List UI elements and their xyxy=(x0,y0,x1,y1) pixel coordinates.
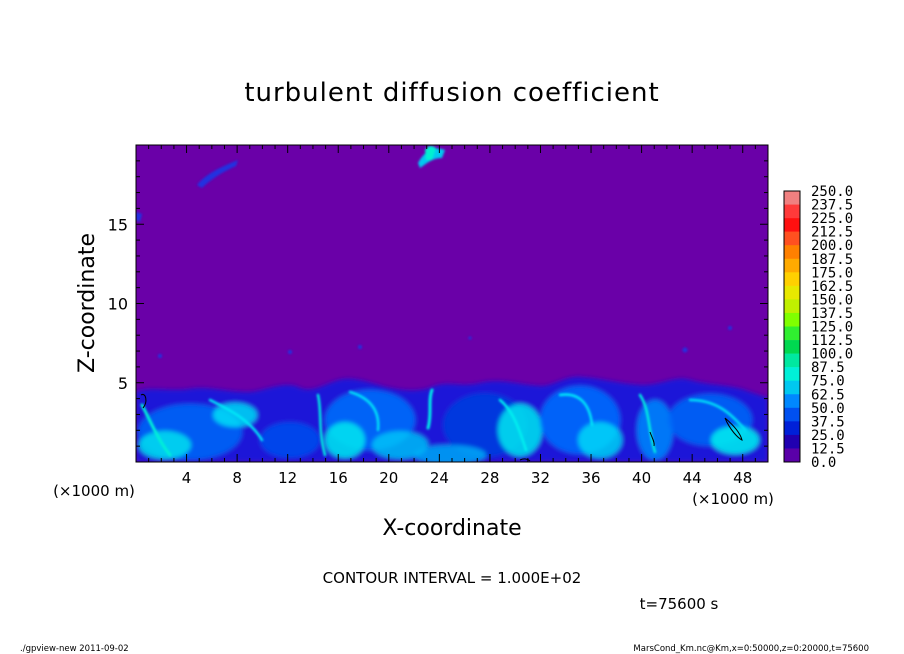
fine-structure xyxy=(140,388,747,457)
eddy xyxy=(414,445,486,462)
colorbar-swatch xyxy=(784,312,800,327)
contour-interval-text: CONTOUR INTERVAL = 1.000E+02 xyxy=(323,569,582,587)
x-tick-label: 24 xyxy=(430,469,449,487)
x-tick-label: 40 xyxy=(632,469,651,487)
y-tick-label: 15 xyxy=(108,215,128,234)
x-tick-label: 28 xyxy=(480,469,499,487)
eddy xyxy=(260,422,320,458)
footer-right: MarsCond_Km.nc@Km,x=0:50000,z=0:20000,t=… xyxy=(633,644,869,654)
colorbar-label: 37.5 xyxy=(811,414,845,430)
colorbar-label: 137.5 xyxy=(811,306,853,322)
colorbar-swatch xyxy=(784,204,800,219)
chart-title: turbulent diffusion coefficient xyxy=(244,78,659,108)
colorbar-label: 100.0 xyxy=(811,347,853,363)
plot-area xyxy=(136,145,768,462)
colorbar-label: 62.5 xyxy=(811,387,845,403)
colorbar-label: 112.5 xyxy=(811,333,853,349)
colorbar-swatch xyxy=(784,353,800,368)
colorbar-label: 187.5 xyxy=(811,252,853,268)
time-text: t=75600 s xyxy=(640,595,719,613)
eddy xyxy=(372,431,428,459)
colorbar-label: 212.5 xyxy=(811,225,853,241)
eddy xyxy=(325,422,365,458)
colorbar-swatch xyxy=(784,245,800,260)
colorbar-swatch xyxy=(784,191,800,205)
colorbar-label: 200.0 xyxy=(811,238,853,254)
colorbar-swatch xyxy=(784,299,800,314)
eddy xyxy=(637,400,673,460)
eddy xyxy=(711,426,759,454)
colorbar-label: 87.5 xyxy=(811,360,845,376)
eddy xyxy=(139,431,191,459)
colorbar-label: 75.0 xyxy=(811,374,845,390)
x-axis-label: X-coordinate xyxy=(382,516,521,541)
x-tick-label: 12 xyxy=(278,469,297,487)
colorbar-label: 50.0 xyxy=(811,401,845,417)
colorbar-label: 125.0 xyxy=(811,320,853,336)
y-tick-label: 10 xyxy=(108,295,128,314)
y-tick-label: 5 xyxy=(118,374,128,393)
y-axis-label: Z-coordinate xyxy=(75,233,100,373)
colorbar-swatch xyxy=(784,218,800,232)
colorbar-swatch xyxy=(784,258,800,273)
colorbar-label: 150.0 xyxy=(811,292,853,308)
x-tick-label: 8 xyxy=(232,469,242,487)
colorbar-label: 237.5 xyxy=(811,198,853,214)
x-tick-label: 4 xyxy=(182,469,192,487)
colorbar-label: 225.0 xyxy=(811,211,853,227)
colorbar-swatch xyxy=(784,421,800,436)
colorbar-label: 25.0 xyxy=(811,428,845,444)
colorbar-label: 250.0 xyxy=(811,184,853,200)
boundary-layer xyxy=(136,376,768,462)
x-tick-label: 32 xyxy=(531,469,550,487)
colorbar-label: 175.0 xyxy=(811,265,853,281)
x-tick-label: 16 xyxy=(329,469,348,487)
colorbar-swatch xyxy=(784,394,800,409)
colorbar-swatch xyxy=(784,434,800,449)
colorbar-swatch xyxy=(784,340,800,354)
y-axis: 5 10 15 xyxy=(108,160,768,447)
aloft-patches xyxy=(136,145,732,358)
colorbar-swatch xyxy=(784,380,800,395)
colorbar-swatch xyxy=(784,448,800,463)
colorbar-label: 0.0 xyxy=(811,455,836,471)
x-unit-left: (×1000 m) xyxy=(53,482,135,500)
x-tick-label: 36 xyxy=(581,469,600,487)
colorbar-label: 162.5 xyxy=(811,279,853,295)
colorbar-label: 12.5 xyxy=(811,441,845,457)
colorbar-swatch xyxy=(784,326,800,341)
x-tick-label: 48 xyxy=(733,469,752,487)
x-axis: 4 8 12 16 20 24 28 32 36 40 44 48 xyxy=(148,145,756,487)
colorbar: 250.0237.5225.0212.5200.0187.5175.0162.5… xyxy=(783,184,853,471)
colorbar-swatch xyxy=(784,367,800,381)
x-tick-label: 44 xyxy=(683,469,702,487)
colorbar-swatch xyxy=(784,231,800,246)
colorbar-swatch xyxy=(784,272,800,287)
colorbar-swatch xyxy=(784,285,800,300)
colorbar-swatch xyxy=(784,407,800,422)
x-unit-right: (×1000 m) xyxy=(692,490,774,508)
footer-left: ./gpview-new 2011-09-02 xyxy=(20,644,129,654)
colorbar-frame xyxy=(783,190,801,463)
contour-lines xyxy=(140,393,743,462)
eddy xyxy=(578,422,622,458)
x-tick-label: 20 xyxy=(379,469,398,487)
